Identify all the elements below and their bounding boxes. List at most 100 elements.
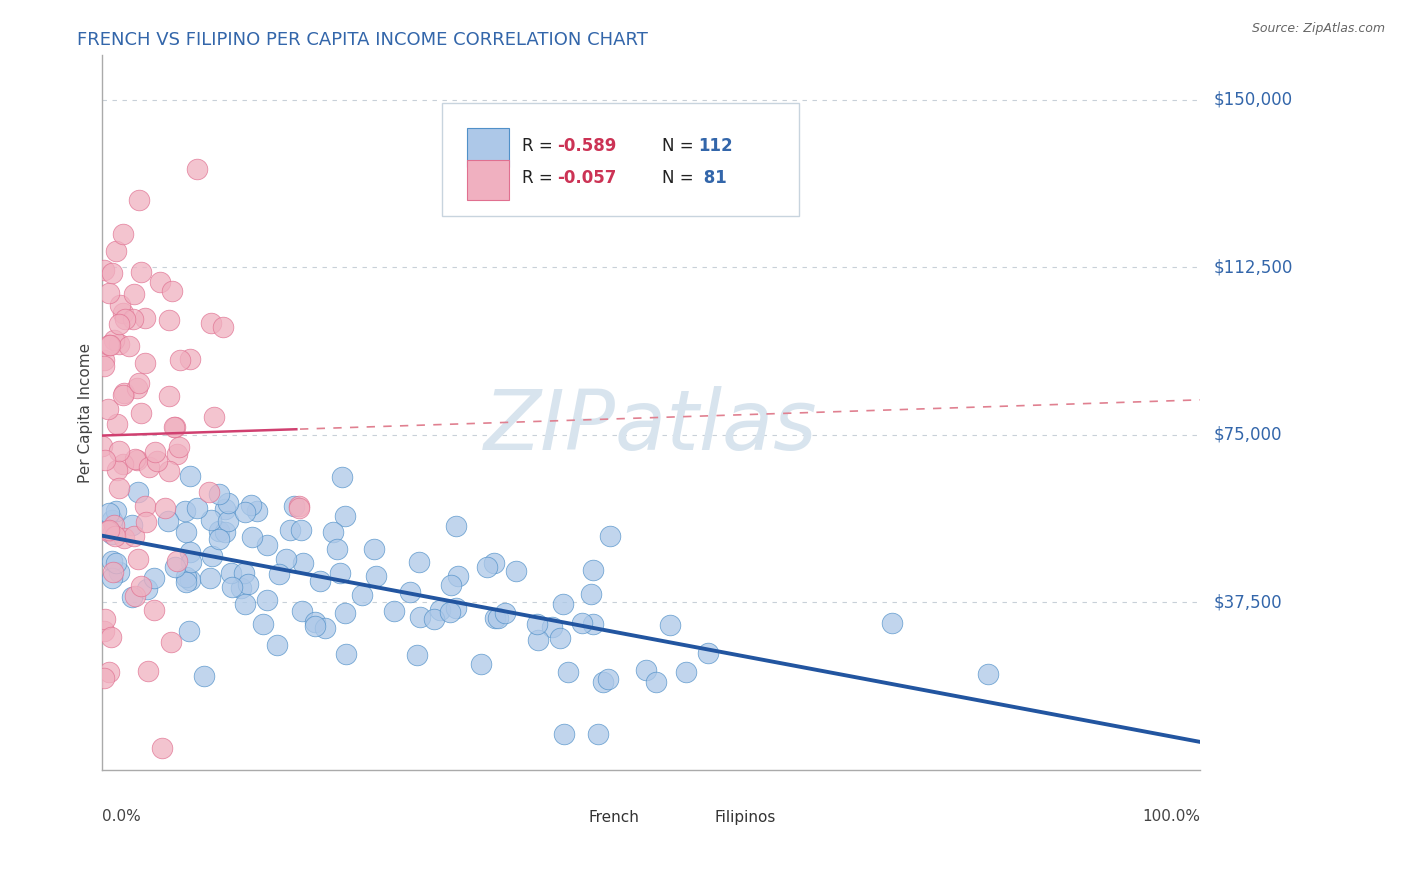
Point	[97, 506, 120, 520]
Point	[236, 577, 259, 591]
Point	[169, 353, 191, 368]
Point	[108, 444, 131, 458]
Point	[112, 305, 135, 319]
Point	[486, 611, 509, 625]
Point	[304, 619, 326, 633]
Point	[107, 337, 129, 351]
Point	[439, 578, 461, 592]
Point	[122, 287, 145, 301]
Point	[97, 401, 120, 416]
Point	[146, 454, 169, 468]
Text: N =: N =	[662, 137, 699, 155]
Point	[98, 338, 121, 352]
Point	[97, 524, 120, 538]
Point	[659, 618, 682, 632]
Point	[256, 538, 278, 552]
Point	[125, 381, 148, 395]
Point	[100, 513, 122, 527]
Text: -0.057: -0.057	[558, 169, 617, 187]
Point	[283, 499, 305, 513]
Point	[423, 612, 446, 626]
Point	[101, 565, 124, 579]
Point	[160, 284, 183, 298]
Text: R =: R =	[523, 137, 558, 155]
Point	[217, 496, 239, 510]
Point	[121, 518, 143, 533]
Point	[444, 600, 467, 615]
Point	[408, 555, 430, 569]
FancyBboxPatch shape	[467, 161, 509, 200]
Point	[114, 312, 136, 326]
Point	[304, 615, 326, 629]
Text: $37,500: $37,500	[1213, 593, 1282, 611]
Point	[112, 531, 135, 545]
Point	[470, 657, 492, 671]
Point	[124, 451, 146, 466]
Point	[201, 549, 224, 563]
Point	[131, 405, 153, 419]
Point	[104, 529, 127, 543]
Point	[179, 468, 201, 483]
Point	[134, 311, 156, 326]
Point	[200, 513, 222, 527]
Point	[240, 498, 263, 512]
Point	[219, 566, 242, 581]
Point	[121, 591, 143, 605]
Point	[153, 501, 176, 516]
Point	[134, 499, 156, 513]
Point	[326, 541, 349, 556]
Point	[274, 551, 297, 566]
Point	[409, 610, 432, 624]
Point	[150, 740, 173, 755]
Text: 81: 81	[699, 169, 727, 187]
Point	[127, 552, 149, 566]
Point	[179, 573, 201, 587]
Point	[217, 515, 239, 529]
Point	[212, 319, 235, 334]
Point	[363, 541, 385, 556]
Point	[880, 616, 903, 631]
Point	[540, 620, 562, 634]
Text: N =: N =	[662, 169, 699, 187]
Point	[548, 631, 571, 645]
Point	[309, 574, 332, 588]
Point	[136, 665, 159, 679]
Point	[166, 554, 188, 568]
Point	[581, 563, 603, 577]
Point	[553, 727, 575, 741]
Point	[405, 648, 427, 663]
FancyBboxPatch shape	[553, 810, 582, 826]
Text: $150,000: $150,000	[1213, 91, 1292, 109]
Point	[180, 555, 202, 569]
Point	[229, 581, 252, 595]
Point	[105, 504, 128, 518]
Point	[221, 580, 243, 594]
Point	[108, 482, 131, 496]
Point	[588, 727, 610, 741]
Point	[157, 312, 180, 326]
Point	[352, 588, 374, 602]
Point	[382, 603, 405, 617]
Text: Filipinos: Filipinos	[714, 810, 776, 825]
Point	[101, 267, 124, 281]
Point	[314, 621, 336, 635]
Point	[208, 524, 231, 538]
Point	[429, 603, 451, 617]
Point	[101, 571, 124, 585]
Point	[977, 666, 1000, 681]
Point	[557, 665, 579, 679]
Point	[232, 566, 254, 580]
Point	[100, 554, 122, 568]
Point	[127, 485, 149, 500]
Point	[444, 519, 467, 533]
Point	[596, 672, 619, 686]
Text: French: French	[588, 810, 640, 825]
Point	[335, 647, 357, 661]
Text: R =: R =	[523, 169, 558, 187]
Point	[122, 529, 145, 543]
Point	[160, 634, 183, 648]
Point	[97, 337, 120, 351]
Y-axis label: Per Capita Income: Per Capita Income	[79, 343, 93, 483]
Point	[214, 524, 236, 539]
Text: FRENCH VS FILIPINO PER CAPITA INCOME CORRELATION CHART: FRENCH VS FILIPINO PER CAPITA INCOME COR…	[77, 31, 648, 49]
